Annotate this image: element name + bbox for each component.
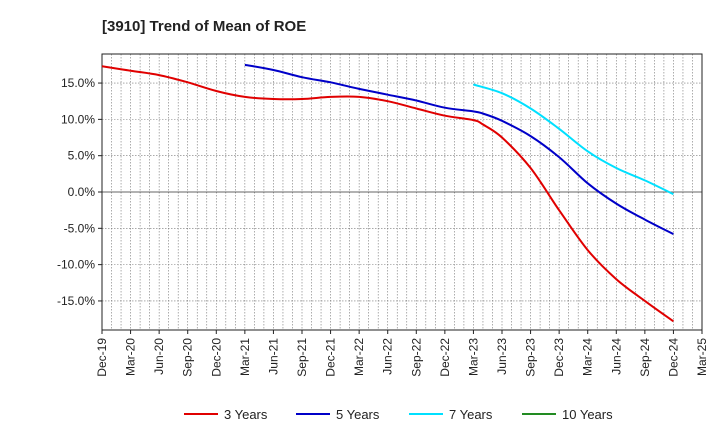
y-tick-label: 0.0%	[68, 185, 96, 199]
y-axis: 15.0% 10.0% 5.0% 0.0% -5.0% -10.0% -15.0%	[57, 76, 102, 308]
y-tick-label: -5.0%	[64, 221, 96, 235]
x-tick-label: Mar-21	[238, 338, 252, 376]
legend-label: 3 Years	[224, 407, 268, 422]
legend-label: 10 Years	[562, 407, 613, 422]
legend-label: 7 Years	[449, 407, 493, 422]
legend: 3 Years 5 Years 7 Years 10 Years	[184, 407, 613, 422]
series-line-3-years	[101, 65, 674, 323]
x-tick-label: Jun-24	[609, 338, 623, 375]
x-tick-label: Mar-23	[466, 338, 480, 376]
chart-title: [3910] Trend of Mean of ROE	[102, 18, 306, 35]
x-tick-label: Mar-24	[581, 338, 595, 376]
x-tick-label: Mar-20	[124, 338, 138, 376]
x-tick-label: Sep-20	[181, 338, 195, 377]
x-tick-label: Jun-23	[495, 338, 509, 375]
x-tick-label: Dec-19	[95, 338, 109, 377]
x-tick-label: Dec-24	[666, 338, 680, 377]
x-tick-label: Jun-21	[266, 338, 280, 375]
series-line-7-years	[473, 83, 674, 196]
x-tick-label: Dec-23	[552, 338, 566, 377]
x-tick-label: Jun-20	[152, 338, 166, 375]
x-tick-label: Jun-22	[381, 338, 395, 375]
series-line-5-years	[244, 63, 674, 235]
x-tick-label: Dec-20	[209, 338, 223, 377]
x-tick-label: Sep-21	[295, 338, 309, 377]
x-tick-label: Dec-22	[438, 338, 452, 377]
x-tick-label: Sep-23	[524, 338, 538, 377]
legend-label: 5 Years	[336, 407, 380, 422]
series-lines	[101, 63, 674, 323]
grid	[102, 54, 702, 330]
y-tick-label: 10.0%	[61, 112, 95, 126]
x-tick-label: Sep-22	[409, 338, 423, 377]
x-tick-label: Dec-21	[324, 338, 338, 377]
y-tick-label: 5.0%	[68, 149, 96, 163]
x-tick-label: Sep-24	[638, 338, 652, 377]
x-tick-label: Mar-25	[695, 338, 709, 376]
y-tick-label: 15.0%	[61, 76, 95, 90]
y-tick-label: -10.0%	[57, 258, 95, 272]
y-tick-label: -15.0%	[57, 294, 95, 308]
x-tick-label: Mar-22	[352, 338, 366, 376]
x-axis: Dec-19 Mar-20 Jun-20 Sep-20 Dec-20 Mar-21 Jun-…	[95, 330, 709, 377]
